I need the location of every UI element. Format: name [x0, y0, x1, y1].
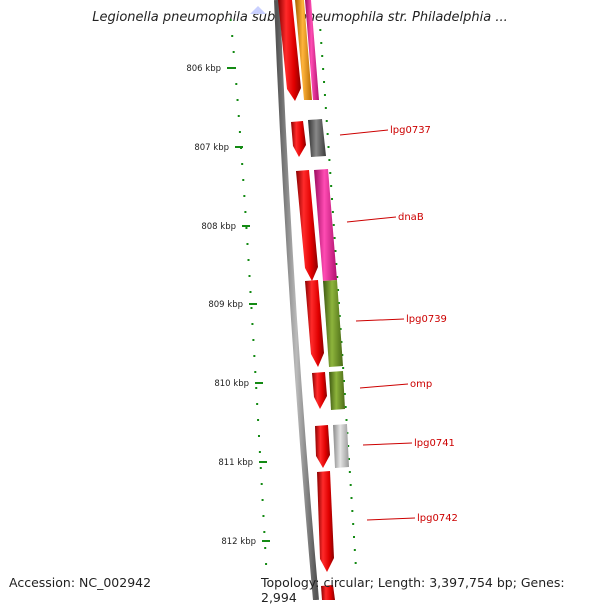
- gene-label-leader: [346, 216, 397, 223]
- ruler-tick-label: 812 kbp: [221, 537, 256, 547]
- forward-strand-genes: [278, 0, 335, 600]
- ruler-tick-label: 809 kbp: [208, 300, 243, 310]
- category-ring: [295, 0, 349, 468]
- category-block-magenta[interactable]: [305, 0, 319, 100]
- gene-arrow[interactable]: [312, 372, 327, 409]
- category-block-olive[interactable]: [329, 371, 345, 410]
- accession-label: Accession: NC_002942: [9, 575, 152, 590]
- gene-label-leader: [359, 383, 409, 389]
- ruler-tick-label: 808 kbp: [201, 222, 236, 232]
- gene-label-leader: [362, 442, 413, 446]
- category-block-darkgray[interactable]: [308, 119, 326, 157]
- gene-label-leader: [366, 517, 416, 521]
- gene-label[interactable]: lpg0742: [417, 513, 458, 524]
- ruler-tick-label: 810 kbp: [214, 379, 249, 389]
- ruler-tick-label: 806 kbp: [186, 64, 221, 74]
- summary-label: Topology: circular; Length: 3,397,754 bp…: [261, 575, 565, 605]
- position-marker-icon: [250, 6, 266, 14]
- category-block-olive[interactable]: [323, 280, 343, 367]
- category-block-lightgray[interactable]: [333, 424, 349, 468]
- gene-arrow[interactable]: [291, 121, 306, 157]
- backbone-shadow: [274, 0, 319, 600]
- ruler-labels: 806 kbp 807 kbp 808 kbp 809 kbp 810 kbp 811 k…: [186, 64, 270, 547]
- gene-arrow[interactable]: [317, 471, 334, 572]
- gene-labels: lpg0737 dnaB lpg0739 omp lpg0741 lpg0742: [339, 125, 458, 524]
- gene-label[interactable]: lpg0741: [414, 438, 455, 449]
- gene-arrow[interactable]: [305, 280, 324, 367]
- ruler-tick-label: 807 kbp: [194, 143, 229, 153]
- ruler-tick-label: 811 kbp: [218, 458, 253, 468]
- ruler-dots: [229, 19, 268, 565]
- gene-label[interactable]: dnaB: [398, 212, 424, 223]
- gene-arrow[interactable]: [315, 425, 330, 468]
- gene-label[interactable]: omp: [410, 379, 432, 390]
- gene-label[interactable]: lpg0739: [406, 314, 447, 325]
- gene-arrow[interactable]: [278, 0, 301, 101]
- category-block-orange[interactable]: [295, 0, 312, 100]
- gene-label-leader: [339, 129, 389, 136]
- category-block-magenta[interactable]: [314, 169, 337, 281]
- gene-label-leader: [355, 318, 405, 322]
- gene-arrow[interactable]: [296, 170, 318, 281]
- gene-label[interactable]: lpg0737: [390, 125, 431, 136]
- gene-arrow[interactable]: [321, 585, 335, 600]
- backbone-inner: [281, 0, 322, 600]
